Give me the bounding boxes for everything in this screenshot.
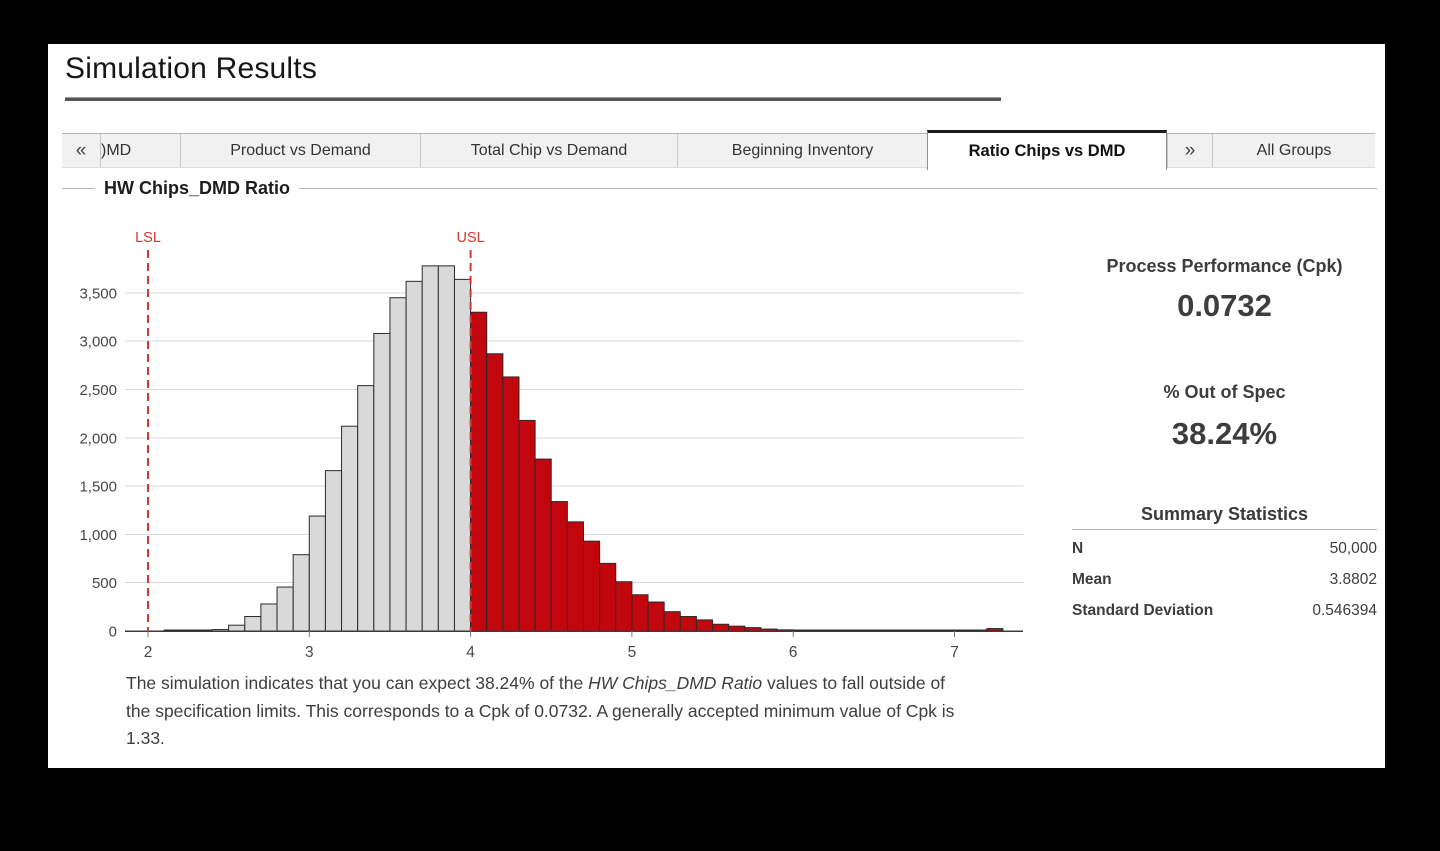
out-of-spec-title: % Out of Spec: [1163, 382, 1286, 402]
svg-text:2: 2: [144, 644, 153, 661]
stat-value: 3.8802: [1329, 571, 1377, 588]
tabs-scroll-left-button[interactable]: «: [75, 139, 87, 161]
chart-group-box: HW Chips_DMD Ratio: [62, 175, 1377, 201]
summary-statistics-title: Summary Statistics: [1140, 504, 1309, 524]
svg-text:7: 7: [950, 644, 959, 661]
legend-line-left: [62, 187, 95, 189]
tab-ratio-chips-vs-dmd[interactable]: Ratio Chips vs DMD: [927, 130, 1167, 170]
svg-text:USL: USL: [456, 230, 484, 246]
summary-row-mean: Mean 3.8802: [1072, 571, 1377, 589]
svg-text:1,000: 1,000: [79, 527, 117, 544]
svg-text:4: 4: [466, 644, 475, 661]
legend-line-right: [299, 187, 1377, 189]
summary-divider: [1072, 529, 1377, 530]
summary-row-std-dev: Standard Deviation 0.546394: [1072, 602, 1377, 620]
svg-text:1,500: 1,500: [79, 479, 117, 496]
tab-total-chip-vs-demand[interactable]: Total Chip vs Demand: [420, 134, 677, 167]
svg-text:500: 500: [92, 575, 117, 592]
stat-value: 50,000: [1329, 540, 1377, 557]
tab-beginning-inventory[interactable]: Beginning Inventory: [677, 134, 927, 167]
cpk-title: Process Performance (Cpk): [1106, 256, 1343, 276]
simulation-results-window: Simulation Results « )MD Product vs Dema…: [48, 44, 1385, 768]
chart-title: HW Chips_DMD Ratio: [104, 177, 290, 198]
svg-text:LSL: LSL: [135, 230, 161, 246]
out-of-spec-value: 38.24%: [1171, 416, 1278, 451]
svg-text:0: 0: [109, 624, 117, 641]
svg-text:3,000: 3,000: [79, 334, 117, 351]
svg-text:2,000: 2,000: [79, 430, 117, 447]
stat-label: N: [1072, 540, 1084, 557]
svg-text:3: 3: [305, 644, 314, 661]
note-part1: The simulation indicates that you can ex…: [126, 673, 589, 693]
interpretation-text: The simulation indicates that you can ex…: [126, 670, 974, 753]
tab-all-groups[interactable]: All Groups: [1212, 134, 1375, 167]
stat-label: Mean: [1072, 571, 1112, 588]
summary-row-n: N 50,000: [1072, 540, 1377, 558]
tabs-scroll-right-button[interactable]: »: [1167, 134, 1212, 167]
tab-bar: « )MD Product vs Demand Total Chip vs De…: [62, 130, 1375, 170]
note-part2: values to fall outside of the specificat…: [126, 673, 955, 748]
svg-text:3,500: 3,500: [79, 285, 117, 302]
histogram-svg: 0 500 1,000 1,500 2,000 2,500 3,000 3,500 2 3 4 5 6 7…: [79, 230, 1023, 661]
variable-name: HW Chips_DMD Ratio: [588, 673, 763, 693]
svg-text:6: 6: [789, 644, 798, 661]
cpk-value: 0.0732: [1177, 288, 1272, 323]
stats-panel: Process Performance (Cpk) 0.0732 % Out o…: [1072, 256, 1377, 636]
svg-text:5: 5: [628, 644, 637, 661]
stat-label: Standard Deviation: [1072, 602, 1214, 619]
svg-text:2,500: 2,500: [79, 382, 117, 399]
tab-product-vs-demand[interactable]: Product vs Demand: [180, 134, 420, 167]
stat-value: 0.546394: [1312, 602, 1377, 619]
page-title: Simulation Results: [65, 52, 318, 85]
tab-dmd[interactable]: )MD: [100, 134, 180, 167]
title-underline: [65, 97, 1001, 101]
